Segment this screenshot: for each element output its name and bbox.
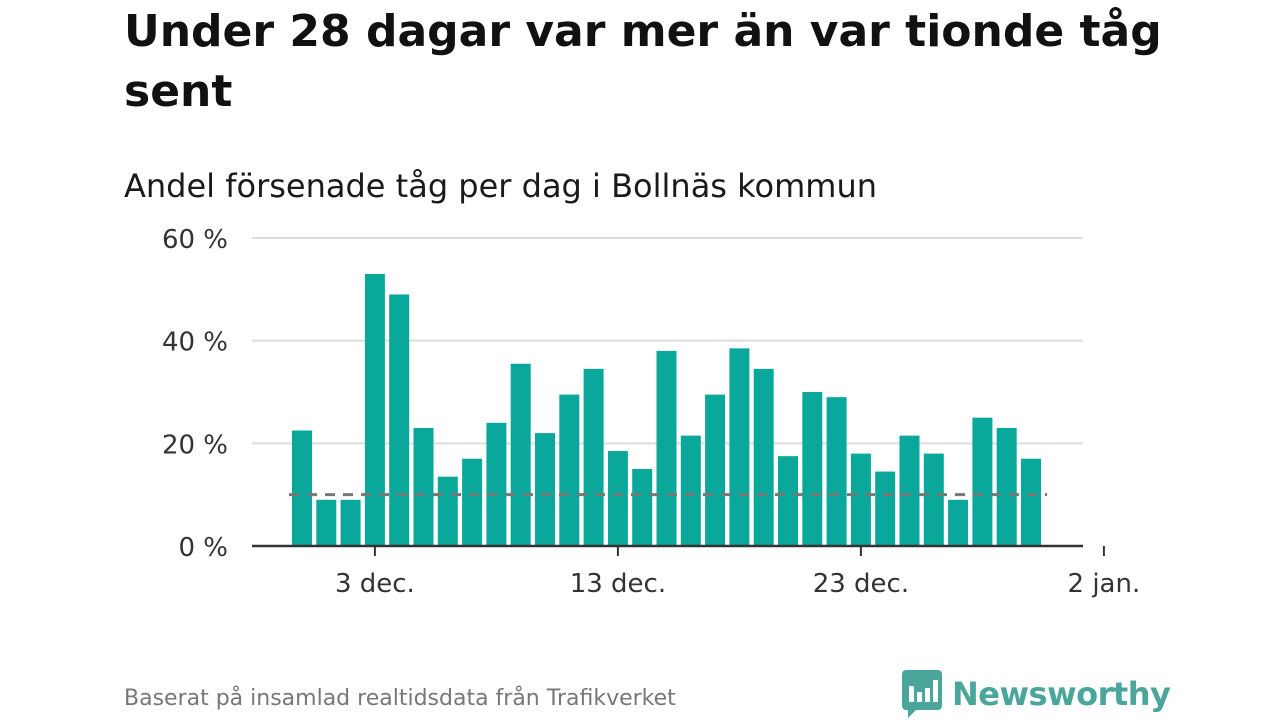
x-tick-label: 2 jan. (1068, 569, 1141, 599)
bar (486, 422, 507, 546)
bar (850, 453, 871, 546)
bar (729, 348, 750, 546)
x-tick-label: 23 dec. (813, 569, 909, 599)
bar (607, 451, 628, 546)
bar (923, 453, 944, 546)
bar (705, 394, 726, 546)
y-tick-label: 60 % (162, 225, 228, 255)
bar (778, 456, 798, 546)
y-tick-label: 0 % (178, 533, 228, 563)
bar (632, 469, 653, 546)
bar (583, 368, 604, 546)
x-tick-label: 3 dec. (335, 569, 415, 599)
source-note: Baserat på insamlad realtidsdata från Tr… (124, 686, 676, 711)
bar (437, 476, 458, 546)
bar (826, 397, 847, 546)
bar (364, 273, 385, 546)
bars (292, 273, 1041, 546)
newsworthy-logo-icon (902, 670, 942, 718)
chart-subtitle: Andel försenade tåg per dag i Bollnäs ko… (124, 167, 878, 205)
bar (972, 417, 993, 546)
bar (340, 499, 361, 546)
bar (875, 471, 896, 546)
bar (1021, 458, 1041, 546)
brand: Newsworthy (902, 670, 1171, 718)
bar (559, 394, 580, 546)
bar (389, 294, 410, 546)
tick-labels: 0 % 20 % 40 % 60 % 3 dec. 13 dec. 23 dec. 2 jan… (162, 225, 1140, 599)
chart-title: Under 28 dagar var mer än var tionde tåg… (124, 6, 1162, 117)
bar (316, 499, 337, 546)
x-tick-label: 13 dec. (570, 569, 666, 599)
bar (462, 458, 483, 546)
bar (899, 435, 920, 546)
bar (680, 435, 701, 546)
bar (292, 430, 312, 546)
bar (535, 433, 555, 546)
bar (413, 427, 434, 546)
bar (510, 363, 531, 546)
bar (753, 368, 774, 546)
bar (996, 427, 1017, 546)
axes (252, 544, 1105, 556)
y-tick-label: 40 % (162, 328, 228, 358)
brand-name: Newsworthy (952, 675, 1171, 713)
bar (948, 499, 969, 546)
bar (656, 350, 677, 546)
y-tick-label: 20 % (162, 430, 228, 460)
bar (802, 392, 823, 546)
